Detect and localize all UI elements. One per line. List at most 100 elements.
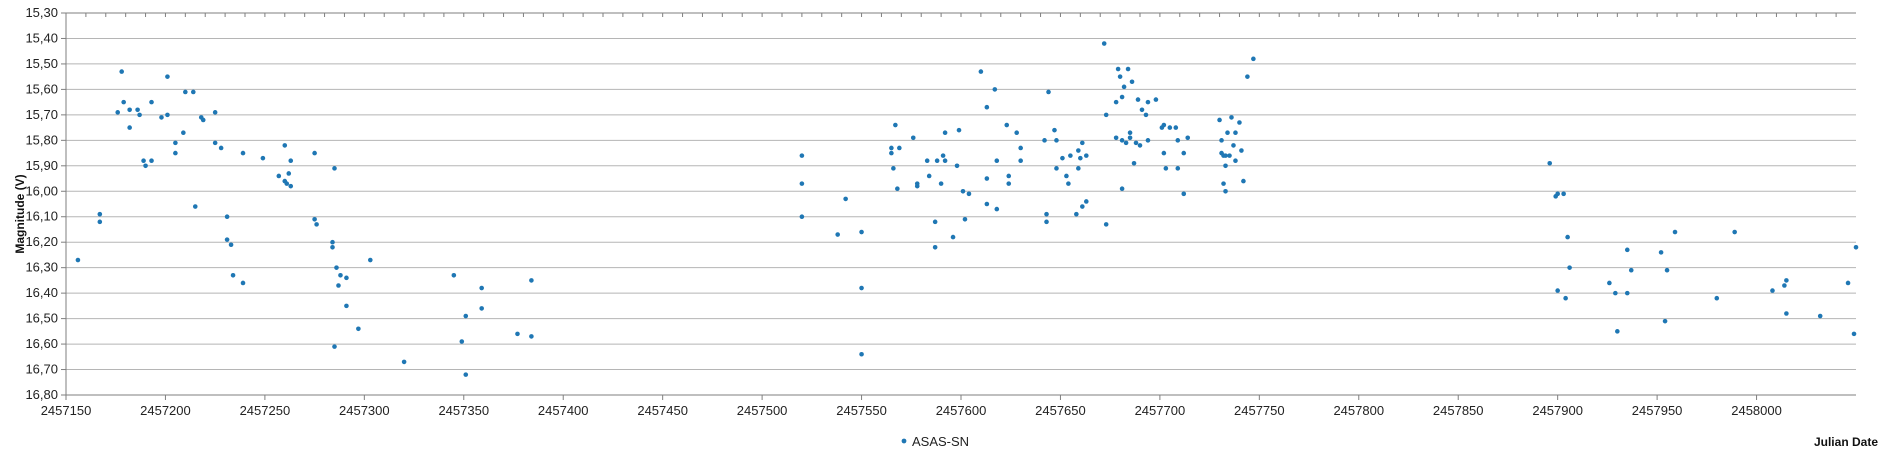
y-tick-label: 16,70 — [25, 362, 58, 377]
data-point — [1624, 290, 1630, 296]
data-point — [515, 331, 520, 337]
data-point — [1561, 191, 1566, 197]
x-tick-label: 2457400 — [538, 403, 589, 418]
y-tick-label: 16,40 — [25, 285, 58, 300]
data-point — [183, 89, 188, 95]
axes — [61, 12, 1856, 400]
data-point — [1018, 145, 1023, 151]
data-point — [401, 359, 407, 365]
data-point — [1103, 112, 1109, 118]
data-point — [1145, 138, 1151, 143]
data-point — [1143, 112, 1149, 118]
data-point — [284, 181, 290, 186]
data-point — [1084, 199, 1089, 204]
data-point — [224, 214, 230, 220]
data-point — [1161, 122, 1167, 128]
data-point — [1060, 155, 1065, 161]
tick-labels: 15,30 15,40 15,50 15,60 15,70 15,80 15,90 16,00… — [25, 5, 1781, 418]
data-point — [940, 153, 946, 158]
data-point — [984, 104, 990, 110]
data-point — [978, 69, 984, 74]
data-point — [960, 188, 966, 194]
data-point — [1129, 79, 1135, 85]
x-tick-label: 2457700 — [1135, 403, 1186, 418]
data-point — [966, 191, 972, 197]
data-point — [1672, 229, 1678, 235]
data-point — [1123, 140, 1129, 146]
data-point — [368, 257, 373, 263]
data-point — [1714, 295, 1720, 301]
data-point — [926, 173, 932, 179]
data-point — [934, 158, 940, 164]
data-point — [1229, 115, 1234, 120]
data-point — [1014, 130, 1019, 135]
data-point — [1239, 148, 1244, 153]
data-point — [240, 280, 246, 286]
data-point — [984, 201, 990, 207]
data-point — [891, 166, 896, 171]
data-point — [1817, 313, 1823, 319]
data-point — [200, 117, 206, 123]
data-point — [938, 181, 944, 186]
data-point — [1119, 186, 1125, 192]
data-point — [1555, 288, 1560, 293]
y-tick-label: 15,40 — [25, 30, 58, 45]
data-point — [1563, 295, 1568, 301]
data-point — [1101, 41, 1107, 46]
y-tick-label: 15,70 — [25, 107, 58, 122]
x-tick-label: 2457500 — [737, 403, 788, 418]
data-point — [1185, 135, 1191, 141]
data-point — [859, 229, 864, 235]
data-point — [994, 206, 1000, 212]
data-point — [1068, 153, 1073, 158]
data-point — [910, 135, 916, 141]
data-point — [165, 112, 170, 118]
data-point — [336, 283, 341, 288]
data-point — [75, 257, 81, 263]
data-point — [1231, 143, 1236, 148]
data-point — [1567, 265, 1572, 270]
x-tick-label: 2457950 — [1632, 403, 1683, 418]
data-point — [942, 158, 948, 164]
x-tick-label: 2457650 — [1035, 403, 1086, 418]
x-tick-label: 2457450 — [637, 403, 688, 418]
data-point — [286, 171, 292, 176]
data-point — [1223, 153, 1228, 158]
data-point — [141, 158, 146, 164]
y-tick-label: 16,80 — [25, 387, 58, 402]
data-point — [843, 196, 848, 202]
data-point — [330, 239, 335, 245]
data-point — [1133, 140, 1139, 146]
y-tick-label: 16,50 — [25, 311, 58, 326]
x-tick-label: 2458000 — [1731, 403, 1782, 418]
data-point — [451, 273, 457, 278]
data-point — [1076, 148, 1081, 153]
y-tick-label: 16,60 — [25, 336, 58, 351]
x-tick-label: 2457150 — [41, 403, 92, 418]
data-point — [1113, 135, 1119, 141]
data-point — [1127, 130, 1133, 135]
data-point — [1664, 267, 1670, 273]
data-point — [463, 372, 469, 377]
data-point — [1784, 278, 1789, 283]
data-point — [1115, 66, 1121, 72]
data-point — [260, 155, 266, 161]
x-tick-label: 2457900 — [1532, 403, 1583, 418]
data-point — [1782, 283, 1787, 288]
data-point — [994, 158, 1000, 164]
data-point — [1103, 222, 1109, 227]
data-point — [962, 216, 968, 222]
data-point — [889, 150, 894, 156]
data-point — [228, 242, 234, 248]
data-point — [1173, 125, 1179, 130]
data-point — [956, 127, 962, 133]
data-point — [1117, 74, 1123, 79]
data-point — [1853, 244, 1859, 250]
x-tick-label: 2457200 — [140, 403, 191, 418]
data-point — [1223, 188, 1228, 194]
data-point — [1006, 173, 1012, 179]
y-axis-title: Magnitude (V) — [13, 174, 27, 253]
data-point — [1084, 153, 1089, 158]
data-point — [1046, 89, 1051, 95]
legend-label-asas-sn: ASAS-SN — [912, 434, 969, 449]
